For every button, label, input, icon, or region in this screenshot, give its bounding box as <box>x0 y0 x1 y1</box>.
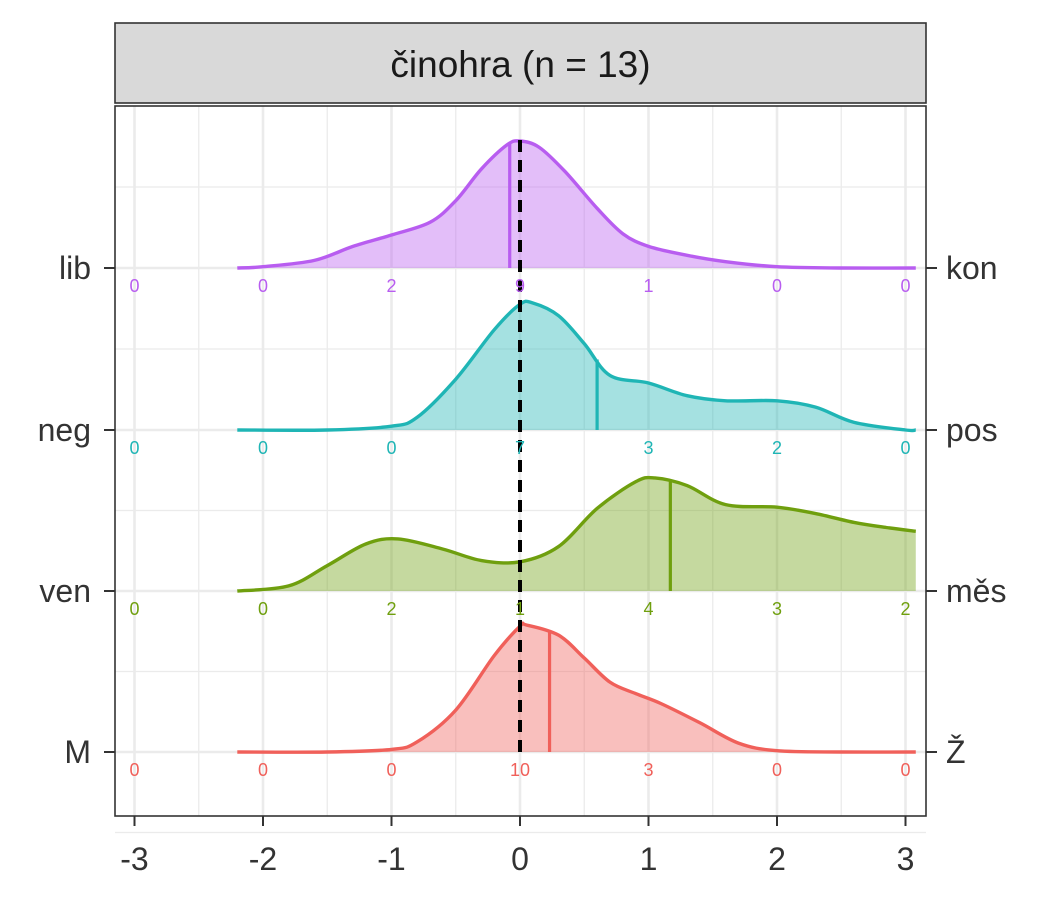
x-tick-label: -1 <box>377 841 405 877</box>
x-tick-label: 0 <box>511 841 529 877</box>
x-tick-label: 1 <box>640 841 658 877</box>
count-label: 0 <box>386 438 396 458</box>
y-right-label: kon <box>946 250 998 286</box>
x-tick-label: 2 <box>768 841 786 877</box>
y-right-label: Ž <box>946 734 966 770</box>
count-label: 1 <box>515 599 525 619</box>
count-label: 0 <box>900 276 910 296</box>
ridge-M-Ž <box>237 621 916 754</box>
x-tick-label: 3 <box>897 841 915 877</box>
axes: -3 -2 -1 0 1 2 3 lib kon neg pos ven měs M Ž <box>38 250 1007 877</box>
count-label: 0 <box>129 760 139 780</box>
count-label: 2 <box>772 438 782 458</box>
count-label: 0 <box>129 599 139 619</box>
count-label: 0 <box>129 276 139 296</box>
facet-title: činohra (n = 13) <box>390 44 650 85</box>
ridge-neg-pos <box>237 299 916 433</box>
density-curve <box>237 299 916 433</box>
facet-strip: činohra (n = 13) <box>114 22 927 104</box>
y-right-label: pos <box>946 412 998 448</box>
ridge-ven-měs <box>237 475 916 593</box>
count-label: 7 <box>515 438 525 458</box>
count-label: 0 <box>900 438 910 458</box>
count-label: 0 <box>258 760 268 780</box>
count-label: 10 <box>510 760 530 780</box>
count-label: 0 <box>772 276 782 296</box>
facet-strip-background <box>114 22 927 104</box>
x-tick-label: -3 <box>120 841 148 877</box>
count-label: 0 <box>258 438 268 458</box>
count-label: 3 <box>643 760 653 780</box>
density-area <box>237 301 916 431</box>
count-label: 0 <box>258 276 268 296</box>
count-label: 2 <box>386 276 396 296</box>
density-curve <box>237 621 916 754</box>
density-area <box>237 623 916 753</box>
x-tick-label: -2 <box>249 841 277 877</box>
count-label: 3 <box>643 438 653 458</box>
density-curve <box>237 475 916 593</box>
count-label: 0 <box>772 760 782 780</box>
density-area <box>237 477 916 591</box>
count-label: 9 <box>515 276 525 296</box>
count-labels: 0 0 2 9 1 0 00 0 0 7 3 2 00 0 2 1 4 3 20 0 0 10 3 0 0 <box>129 276 910 780</box>
count-label: 0 <box>900 760 910 780</box>
count-label: 0 <box>129 438 139 458</box>
y-right-label: měs <box>946 573 1006 609</box>
count-label: 0 <box>258 599 268 619</box>
count-label: 4 <box>643 599 653 619</box>
y-left-label: lib <box>59 250 91 286</box>
count-label: 2 <box>386 599 396 619</box>
count-label: 1 <box>643 276 653 296</box>
y-left-label: M <box>64 734 91 770</box>
count-label: 2 <box>900 599 910 619</box>
y-left-label: neg <box>38 412 91 448</box>
count-label: 0 <box>386 760 396 780</box>
density-curve <box>237 139 916 270</box>
ridge-lib-kon <box>237 139 916 270</box>
density-ridges <box>237 139 916 754</box>
y-left-label: ven <box>39 573 91 609</box>
count-label: 3 <box>772 599 782 619</box>
density-area <box>237 140 916 269</box>
